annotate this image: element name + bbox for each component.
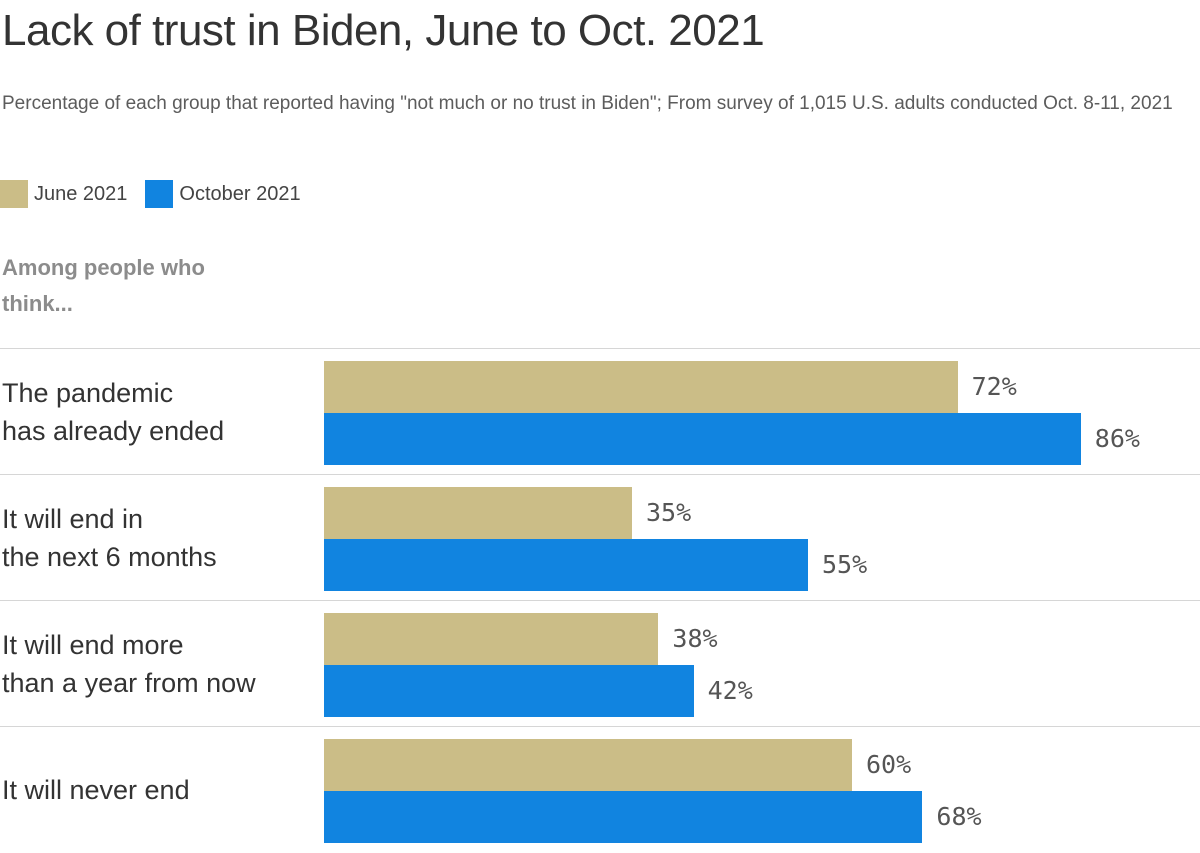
bar-june-2021 [324,739,852,791]
legend-swatch-june-2021 [0,180,28,208]
bar-october-2021 [324,665,694,717]
group-header: Among people who think... [2,255,205,316]
category-label-text: It will never end [2,775,190,805]
data-label-june-2021: 72% [971,372,1017,401]
bar-june-2021 [324,361,958,413]
chart-title: Lack of trust in Biden, June to Oct. 202… [2,6,765,55]
data-label-june-2021: 35% [646,498,692,527]
legend-item-june-2021: June 2021 [0,180,127,208]
legend-item-october-2021: October 2021 [145,180,301,208]
category-label-text: It will end in the next 6 months [2,504,217,572]
category-row-it-will-end-in-the-next-6-months: It will end in the next 6 months 35% 55% [0,474,1200,601]
bar-october-2021 [324,791,923,843]
data-label-october-2021: 42% [707,676,753,705]
bar-june-2021 [324,487,632,539]
data-label-october-2021: 86% [1094,424,1140,453]
category-row-it-will-never-end: It will never end 60% 68% [0,726,1200,853]
legend: June 2021 October 2021 [0,180,319,208]
category-label: It will end in the next 6 months [2,475,320,601]
legend-label-october-2021: October 2021 [179,182,301,205]
legend-label-june-2021: June 2021 [34,182,128,205]
bar-june-2021 [324,613,659,665]
data-label-june-2021: 38% [672,624,718,653]
category-label: It will never end [2,727,320,853]
category-row-it-will-end-more-than-a-year-from-now: It will end more than a year from now 38%… [0,600,1200,727]
category-label: The pandemic has already ended [2,349,320,475]
bar-october-2021 [324,413,1081,465]
category-label: It will end more than a year from now [2,601,320,727]
category-label-text: It will end more than a year from now [2,630,256,698]
category-row-the-pandemic-has-already-ended: The pandemic has already ended 72% 86% [0,348,1200,475]
chart-subtitle: Percentage of each group that reported h… [2,93,1173,114]
category-label-text: The pandemic has already ended [2,378,225,446]
legend-swatch-october-2021 [145,180,174,208]
data-label-october-2021: 68% [936,802,982,831]
bar-october-2021 [324,539,808,591]
data-label-october-2021: 55% [822,550,868,579]
data-label-june-2021: 60% [866,750,912,779]
